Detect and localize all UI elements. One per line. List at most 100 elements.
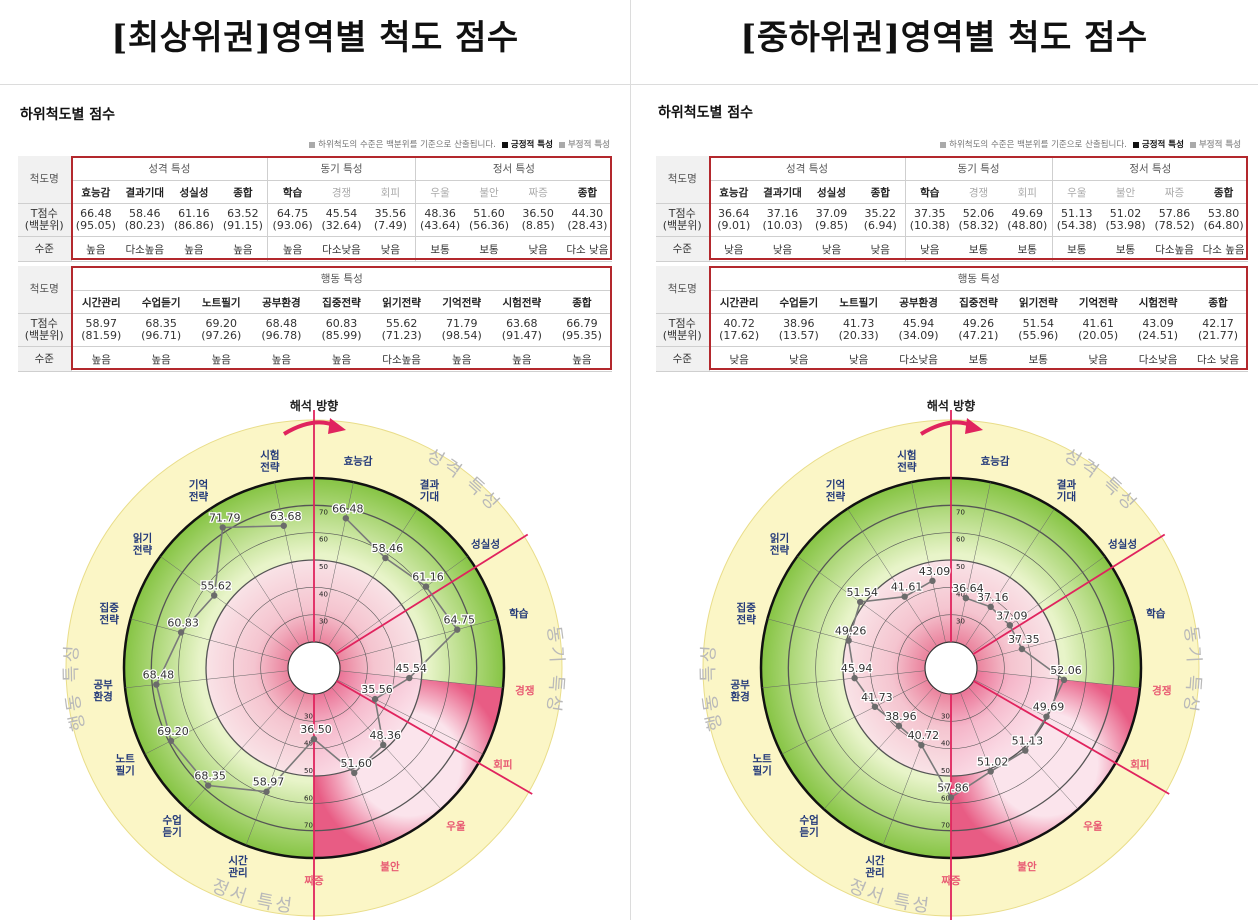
group-header: 정서 특성 [1051,156,1249,181]
scale-name: 회피 [1003,180,1053,204]
level-row: 수준 높음 높음 높음 높음 높음 다소높음 높음 높음 높음 [18,346,612,372]
category-label-line: 학습 [1146,607,1166,620]
category-label-line: 기억 [189,478,208,491]
category-label: 짜증 [941,874,961,887]
score-value-label: 68.35 [194,770,226,783]
legend-note: 하위척도의 수준은 백분위를 기준으로 산출됩니다. 긍정적 특성 부정적 특성 [934,138,1241,150]
score-point [901,593,908,600]
scale-name: 읽기전략 [371,290,432,314]
level-cell: 낮음 [366,236,416,262]
scale-name: 집중전략 [311,290,372,314]
scale-name: 수업듣기 [768,290,829,314]
score-point [962,594,970,602]
scale-name: 종합 [856,180,906,204]
row-header-name: 척도명 [656,156,709,204]
group-row: 척도명 성격 특성 동기 특성 정서 특성 [656,156,1249,204]
right-panel: 하위척도별 점수 하위척도의 수준은 백분위를 기준으로 산출됩니다. 긍정적 특성… [631,84,1258,924]
percentile: (47.21) [958,329,999,342]
category-label: 공부 환경 [730,679,750,703]
score-table-bottom: 척도명 행동 특성 시간관리 수업듣기 노트필기 공부환경 집중전략 읽기전략 기억전략 시험전략… [18,266,612,372]
category-label-line: 우울 [446,821,466,833]
level-cell: 낮음 [708,346,769,372]
section-divider [972,533,1166,655]
percentile: (80.23) [124,219,165,232]
scale-name: 종합 [551,290,612,314]
score-point [857,598,864,606]
spoke [911,482,946,643]
t-score: 57.86 [1158,207,1191,220]
row-header-pct: (백분위) [24,219,64,232]
ring-label: 70 [319,508,328,516]
score-cell: 40.72 (17.62) [708,313,769,347]
t-score: 61.16 [178,207,210,220]
score-point [1006,622,1014,629]
scale-name: 종합 [562,180,612,204]
scale-row: 시간관리 수업듣기 노트필기 공부환경 집중전략 읽기전략 기억전략 시험전략 종합 [656,290,1248,314]
category-label: 노트 필기 [752,753,772,777]
row-header-pct: (백분위) [24,329,64,342]
t-score: 42.17 [1202,317,1234,330]
percentile: (13.57) [778,329,819,342]
score-cell: 37.35 (10.38) [904,203,955,237]
score-value-label: 57.86 [937,781,969,794]
score-value-label: 63.68 [270,510,302,523]
group-header: 동기 특성 [904,156,1053,181]
percentile: (17.62) [719,329,760,342]
spoke [160,556,294,653]
score-point [219,524,226,531]
negative-square-icon [1189,141,1196,148]
category-label-line: 시험 [897,449,916,462]
category-label-line: 기대 [1057,490,1076,503]
spoke [274,482,309,643]
percentile: (56.36) [468,219,510,232]
score-cell: 66.48 (95.05) [70,203,121,237]
percentile: (96.78) [261,329,302,342]
category-label: 결과 기대 [420,478,440,503]
t-score: 58.97 [85,317,118,330]
category-label: 공부 환경 [93,679,113,703]
scale-name: 종합 [218,180,268,204]
score-cell: 35.56 (7.49) [366,203,416,237]
category-label: 짜증 [304,874,324,887]
scale-name: 노트필기 [828,290,889,314]
score-cell: 66.79 (95.35) [551,313,612,347]
t-score: 51.54 [1022,317,1055,330]
score-value-label: 36.64 [952,582,984,595]
level-row: 수준 낮음 낮음 낮음 다소낮음 보통 보통 낮음 다소낮음 다소 낮음 [656,346,1248,372]
t-score: 40.72 [723,317,755,330]
category-label-line: 짜증 [304,874,324,887]
t-score: 37.35 [914,207,946,220]
ring-label: 60 [319,536,328,544]
t-score: 60.83 [325,317,358,330]
section-title: 하위척도별 점수 [20,107,116,123]
score-value-label: 66.48 [332,502,364,515]
score-cell: 44.30 (28.43) [562,203,612,237]
spoke [210,508,301,647]
score-point [380,741,387,749]
level-cell: 높음 [218,236,268,262]
level-cell: 낮음 [856,236,906,262]
spoke [823,687,934,810]
score-value-label: 41.61 [891,581,923,594]
scale-name: 우울 [414,180,465,204]
score-cell: 52.06 (58.32) [954,203,1004,237]
spoke [323,692,383,846]
score-cell: 37.09 (9.85) [807,203,856,237]
score-point [871,703,879,710]
level-cell: 높음 [251,346,312,372]
category-label-line: 회피 [1130,758,1149,771]
category-label-line: 시간 [228,854,248,867]
percentile: (10.03) [762,219,803,232]
center-hole [287,641,341,695]
spoke [976,670,1140,689]
score-cell: 51.13 (54.38) [1051,203,1102,237]
category-label-line: 전략 [897,461,917,474]
spoke [130,618,289,662]
score-point [310,735,318,743]
center-hole [924,641,978,695]
category-label-line: 집중 [100,602,120,614]
category-label: 집중 전략 [100,602,120,626]
category-label: 경쟁 [1152,684,1171,697]
score-value-label: 61.16 [412,571,444,584]
category-label: 성실성 [471,537,500,550]
